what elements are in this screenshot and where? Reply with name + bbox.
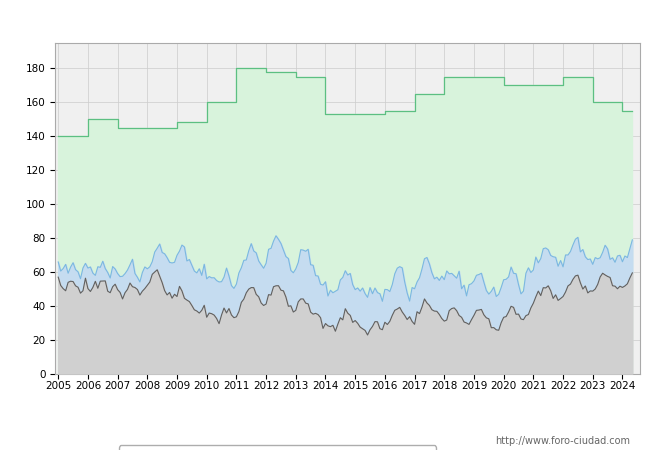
Text: http://www.foro-ciudad.com: http://www.foro-ciudad.com [495,436,630,446]
Text: Almedíjar - Evolucion de la poblacion en edad de Trabajar Mayo de 2024: Almedíjar - Evolucion de la poblacion en… [98,13,552,26]
Legend: Ocupados, Parados, Hab. entre 16-64: Ocupados, Parados, Hab. entre 16-64 [119,446,436,450]
